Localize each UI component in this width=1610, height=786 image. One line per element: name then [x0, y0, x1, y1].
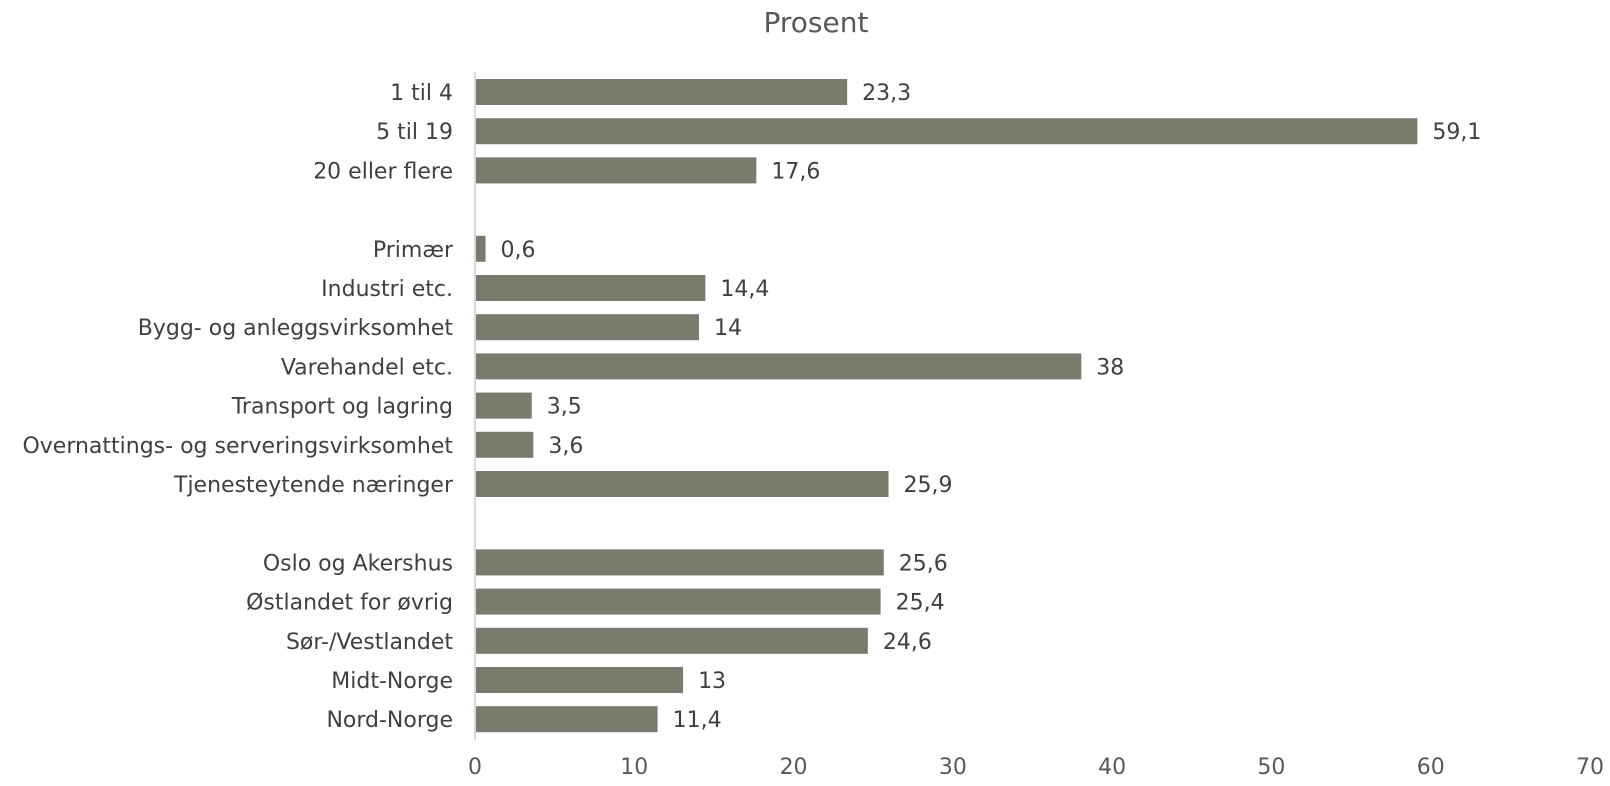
category-label: 20 eller flere [313, 159, 453, 184]
data-label: 24,6 [883, 630, 932, 655]
data-label: 25,4 [896, 591, 945, 616]
bar [476, 431, 534, 458]
bar [476, 392, 532, 419]
bar [476, 235, 486, 262]
category-label: Varehandel etc. [281, 355, 453, 380]
bar [476, 549, 884, 576]
data-label: 38 [1096, 355, 1124, 380]
data-label: 3,6 [548, 434, 583, 459]
x-tick-label: 20 [780, 755, 808, 780]
bar [476, 706, 658, 733]
bar [476, 353, 1082, 380]
data-label: 14 [714, 316, 742, 341]
bar [476, 79, 848, 105]
category-label: Bygg- og anleggsvirksomhet [138, 316, 454, 341]
x-tick-label: 70 [1576, 755, 1604, 780]
category-label: Midt-Norge [331, 669, 453, 694]
category-label: Sør-/Vestlandet [286, 630, 453, 655]
data-label: 25,6 [899, 551, 948, 576]
chart-title: Prosent [764, 6, 869, 39]
data-label: 14,4 [720, 277, 769, 302]
data-label: 3,5 [547, 395, 582, 420]
category-label: Overnattings- og serveringsvirksomhet [22, 434, 453, 459]
category-label: 5 til 19 [376, 120, 453, 145]
category-label: Nord-Norge [326, 708, 453, 733]
category-label: Transport og lagring [231, 395, 453, 420]
bar [476, 275, 706, 301]
x-tick-label: 10 [620, 755, 648, 780]
category-label: Industri etc. [321, 277, 453, 302]
x-tick-label: 30 [939, 755, 967, 780]
x-tick-label: 60 [1417, 755, 1445, 780]
bar [476, 471, 889, 497]
category-label: Primær [373, 238, 454, 263]
category-label: 1 til 4 [390, 81, 453, 106]
data-label: 0,6 [501, 238, 536, 263]
data-label: 13 [698, 669, 726, 694]
category-label: Tjenesteytende næringer [173, 473, 454, 498]
data-label: 11,4 [673, 708, 722, 733]
bar [476, 667, 684, 693]
bar [476, 314, 699, 341]
category-label: Oslo og Akershus [263, 551, 453, 576]
data-label: 25,9 [904, 473, 953, 498]
data-label: 59,1 [1432, 120, 1481, 145]
bar [476, 627, 868, 654]
x-tick-label: 50 [1257, 755, 1285, 780]
category-label: Østlandet for øvrig [246, 591, 453, 616]
x-tick-label: 40 [1098, 755, 1126, 780]
bar [476, 588, 881, 615]
bar [476, 157, 757, 184]
bar [476, 118, 1418, 145]
data-label: 23,3 [862, 81, 911, 106]
x-tick-label: 0 [468, 755, 482, 780]
data-label: 17,6 [771, 159, 820, 184]
